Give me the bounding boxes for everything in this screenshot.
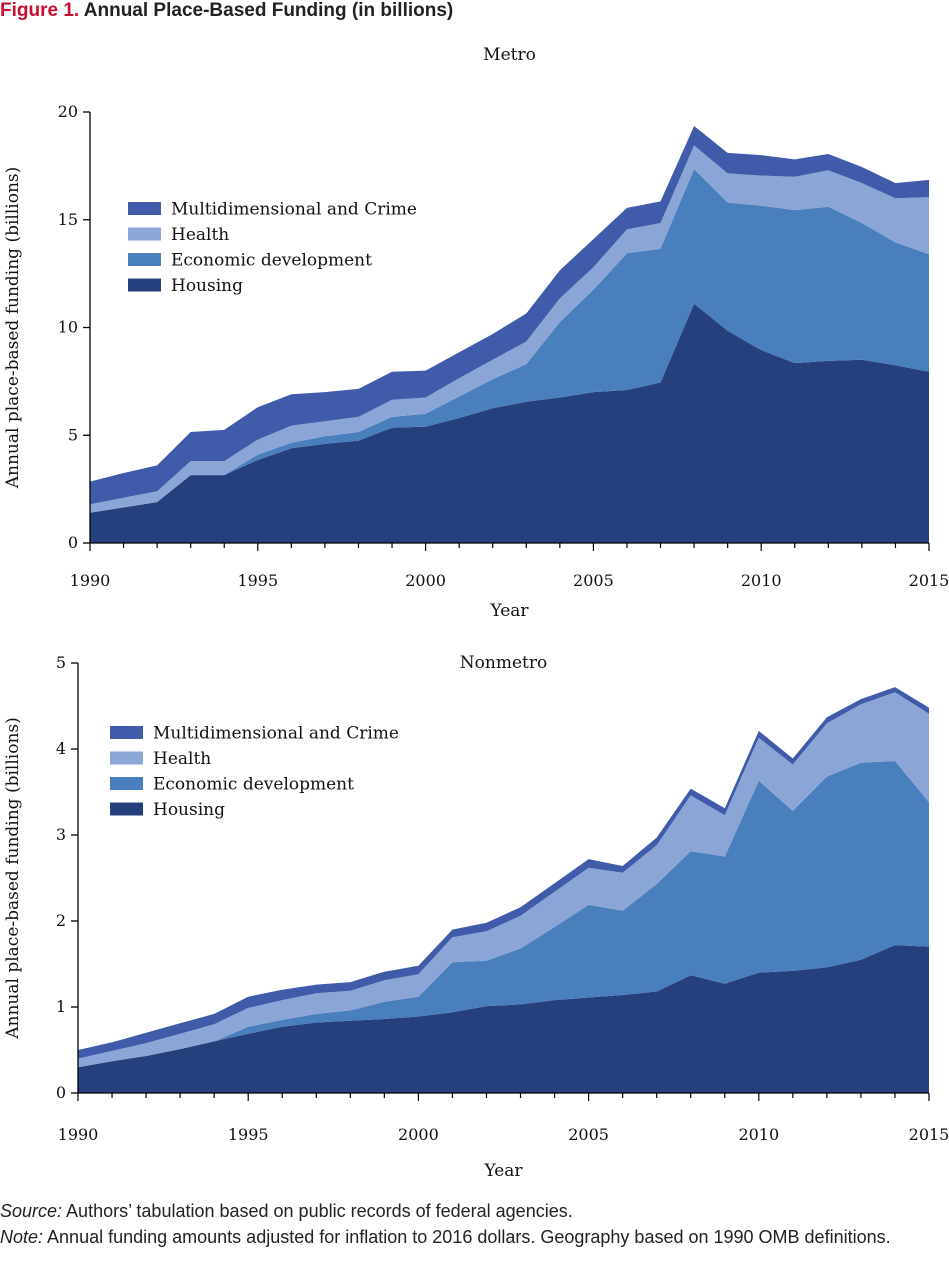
chart-nonmetro-legend-label-health: Health bbox=[153, 749, 211, 769]
figure-label: Figure 1. bbox=[0, 0, 80, 21]
chart-nonmetro-x-tick-label: 2010 bbox=[738, 1125, 779, 1144]
chart-nonmetro-area-health bbox=[78, 692, 929, 1068]
chart-metro-area-housing bbox=[90, 303, 929, 543]
chart-metro-x-axis-label: Year bbox=[489, 601, 529, 621]
chart-metro-legend-swatch-housing bbox=[128, 278, 161, 292]
chart-nonmetro-x-tick-label: 2005 bbox=[568, 1125, 609, 1144]
chart-nonmetro-legend-swatch-health bbox=[110, 751, 143, 765]
chart-nonmetro-x-tick-label: 1995 bbox=[228, 1125, 269, 1144]
chart-metro-x-tick-label: 1990 bbox=[70, 571, 111, 590]
footnotes: Source: Authors’ tabulation based on pub… bbox=[0, 1198, 945, 1250]
chart-nonmetro-legend-swatch-housing bbox=[110, 802, 143, 816]
chart-nonmetro-legend-label-housing: Housing bbox=[153, 800, 225, 820]
chart-nonmetro-y-tick-label: 0 bbox=[56, 1083, 66, 1102]
inflation-note: Note: Annual funding amounts adjusted fo… bbox=[0, 1224, 945, 1250]
source-text: Authors’ tabulation based on public reco… bbox=[62, 1201, 573, 1221]
chart-metro-y-axis-label: Annual place-based funding (billions) bbox=[3, 167, 23, 490]
chart-metro-x-tick-label: 1995 bbox=[237, 571, 278, 590]
chart-metro-x-tick-label: 2000 bbox=[405, 571, 446, 590]
chart-nonmetro-y-tick-label: 4 bbox=[56, 739, 66, 758]
chart-nonmetro-legend-swatch-economic-development bbox=[110, 777, 143, 790]
chart-nonmetro-x-axis-label: Year bbox=[483, 1161, 523, 1181]
chart-nonmetro-x-tick-label: 2015 bbox=[909, 1125, 949, 1144]
source-note: Source: Authors’ tabulation based on pub… bbox=[0, 1198, 945, 1224]
chart-nonmetro-y-tick-label: 5 bbox=[56, 653, 66, 672]
chart-nonmetro-area-economic-development bbox=[78, 761, 929, 1068]
chart-metro-legend-swatch-health bbox=[128, 227, 161, 241]
chart-nonmetro-title: Nonmetro bbox=[460, 653, 547, 673]
metro-chart: 0 5 10 15 20 1990 1995 2000 2005 2010 2015 Metro Yea… bbox=[3, 45, 949, 621]
chart-metro-y-tick-label: 10 bbox=[58, 318, 78, 337]
chart-metro-legend-label-housing: Housing bbox=[171, 276, 243, 296]
chart-metro-area-multidimensional-and-crime bbox=[90, 126, 929, 505]
chart-nonmetro-legend-swatch-multidimensional-and-crime bbox=[110, 726, 143, 739]
figure-title: Figure 1. Annual Place-Based Funding (in… bbox=[0, 0, 453, 22]
chart-nonmetro-legend-label-economic-development: Economic development bbox=[153, 775, 354, 795]
chart-nonmetro-legend: Multidimensional and Crime Health Economic… bbox=[110, 724, 399, 820]
chart-metro-x-tick-label: 2005 bbox=[573, 571, 614, 590]
chart-metro-y-tick-label: 15 bbox=[58, 210, 78, 229]
chart-metro-y-tick-label: 5 bbox=[68, 425, 78, 444]
chart-metro-area-health bbox=[90, 145, 929, 513]
chart-metro-legend-label-economic-development: Economic development bbox=[171, 251, 372, 271]
chart-metro-legend: Multidimensional and Crime Health Economic… bbox=[128, 200, 417, 296]
chart-metro-title: Metro bbox=[483, 45, 536, 65]
chart-metro-legend-swatch-multidimensional-and-crime bbox=[128, 202, 161, 215]
chart-nonmetro-area-housing bbox=[78, 945, 929, 1093]
chart-metro-y-tick-label: 0 bbox=[68, 533, 78, 552]
figure-title-text: Annual Place-Based Funding (in billions) bbox=[83, 0, 454, 21]
chart-metro-y-tick-label: 20 bbox=[58, 102, 78, 121]
chart-nonmetro-y-axis-label: Annual place-based funding (billions) bbox=[3, 717, 23, 1040]
chart-metro-legend-label-health: Health bbox=[171, 225, 229, 245]
chart-metro-legend-swatch-economic-development bbox=[128, 253, 161, 266]
chart-nonmetro-y-tick-label: 3 bbox=[56, 825, 66, 844]
chart-nonmetro-y-tick-label: 1 bbox=[56, 997, 66, 1016]
chart-metro-legend-label-multidimensional-and-crime: Multidimensional and Crime bbox=[171, 200, 417, 220]
chart-nonmetro-x-tick-label: 2000 bbox=[398, 1125, 439, 1144]
chart-metro-area-economic-development bbox=[90, 169, 929, 513]
chart-nonmetro-y-tick-label: 2 bbox=[56, 911, 66, 930]
chart-metro-x-tick-label: 2015 bbox=[909, 571, 949, 590]
source-label: Source: bbox=[0, 1201, 63, 1221]
chart-metro-x-tick-label: 2010 bbox=[741, 571, 782, 590]
note-label: Note: bbox=[0, 1227, 44, 1247]
note-text: Annual funding amounts adjusted for infl… bbox=[43, 1227, 891, 1247]
chart-nonmetro-x-tick-label: 1990 bbox=[58, 1125, 99, 1144]
chart-nonmetro-legend-label-multidimensional-and-crime: Multidimensional and Crime bbox=[153, 724, 399, 744]
nonmetro-chart: 0 1 2 3 4 5 1990 1995 2000 2005 2010 2015 Nonmetro Ye… bbox=[3, 653, 949, 1181]
